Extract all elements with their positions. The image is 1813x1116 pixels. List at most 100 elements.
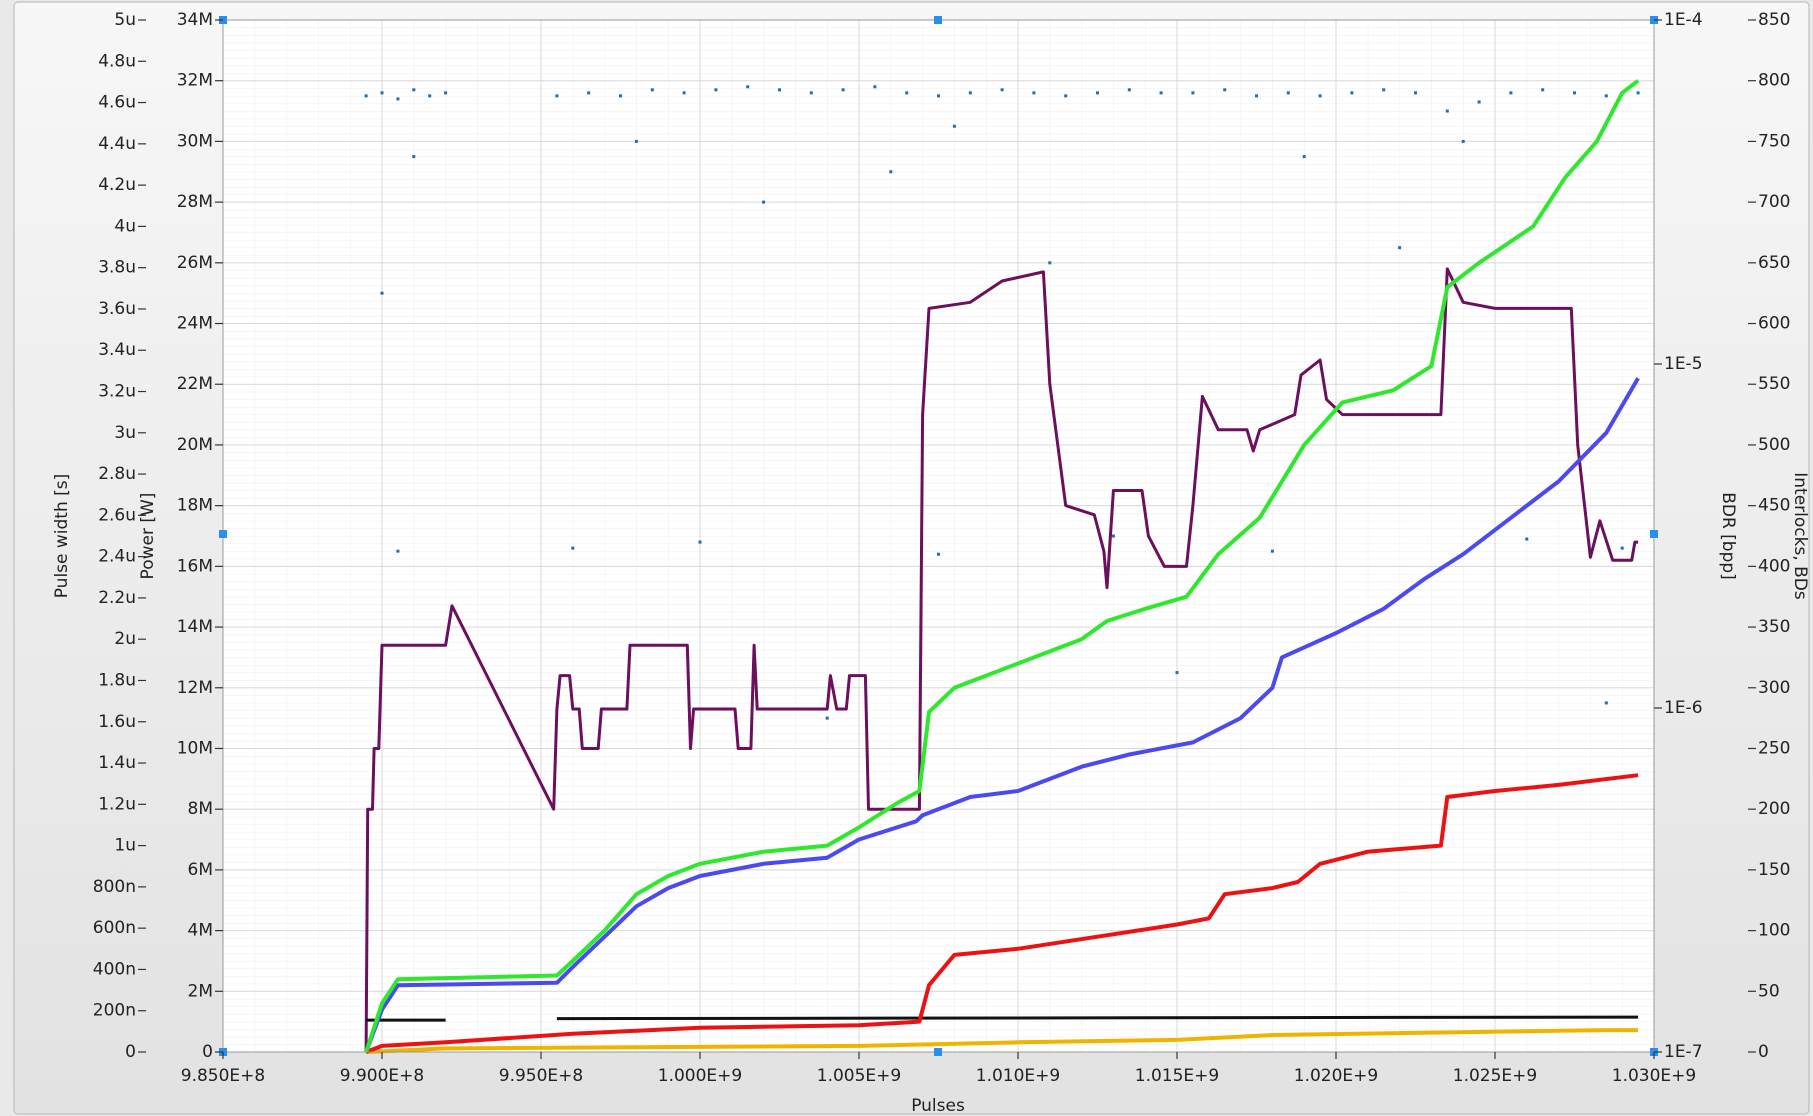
scatter-point (1302, 155, 1306, 159)
x-tick-label: 9.950E+8 (499, 1066, 583, 1086)
y-tick-label: 2M (188, 981, 213, 1001)
scatter-point (841, 88, 845, 92)
scatter-point (1032, 91, 1036, 95)
y2-tick-label: 650 (1758, 253, 1790, 273)
scatter-point (1111, 534, 1115, 538)
x-tick-label: 1.015E+9 (1135, 1066, 1219, 1086)
scatter-point (1604, 701, 1608, 705)
scatter-point (380, 291, 384, 295)
y-tick-label: 8M (188, 799, 213, 819)
y2-tick-label: 300 (1758, 678, 1790, 698)
y2-axis-title: Interlocks, BDs (1790, 472, 1810, 600)
scatter-point (937, 552, 940, 556)
x-tick-label: 1.025E+9 (1453, 1066, 1537, 1086)
scatter-point (555, 94, 559, 98)
y-tick-label: 32M (177, 71, 213, 91)
y2-tick-label: 250 (1758, 738, 1790, 758)
scatter-point (396, 549, 400, 553)
scatter-point (1286, 91, 1290, 95)
y2-tick-label: 100 (1758, 921, 1790, 941)
x-tick-label: 1.030E+9 (1612, 1066, 1696, 1086)
y3-tick-label: 600n (93, 918, 136, 938)
minor-grid (223, 20, 1654, 1052)
y3-tick-label: 1.4u (98, 753, 136, 773)
scatter-point (1636, 91, 1640, 95)
series-line (364, 377, 1640, 1053)
x-tick-label: 9.850E+8 (181, 1066, 265, 1086)
x-tick-label: 9.900E+8 (340, 1066, 424, 1086)
scatter-point (1573, 91, 1576, 95)
y3-tick-label: 800n (93, 877, 136, 897)
scatter-point (396, 97, 400, 101)
scatter-point (1255, 94, 1258, 98)
scatter-point (1620, 546, 1624, 550)
y3-tick-label: 2.6u (98, 505, 136, 525)
y3-axis-title: Pulse width [s] (52, 474, 72, 599)
scatter-point (412, 88, 416, 92)
scatter-point (1127, 88, 1131, 92)
y2-tick-label: 200 (1758, 799, 1790, 819)
y3-tick-label: 5u (114, 10, 136, 30)
scatter-point (1477, 100, 1481, 104)
scatter-point (682, 91, 686, 95)
scatter-point (1064, 94, 1068, 98)
y-tick-label: 18M (177, 496, 213, 516)
scatter-point (1318, 94, 1322, 98)
grid (222, 19, 1655, 1053)
y3-tick-label: 3.8u (98, 258, 136, 278)
y3-tick-label: 0 (125, 1042, 136, 1062)
scatter-point (1398, 246, 1402, 250)
scatter-point (364, 94, 368, 98)
y2-tick-label: 500 (1758, 435, 1790, 455)
scatter-point (1159, 91, 1163, 95)
y2-tick-label: 600 (1758, 314, 1790, 334)
scatter-point (380, 91, 384, 95)
scatter-point (1509, 91, 1513, 95)
scatter-point (1223, 88, 1227, 92)
scatter-point (1191, 91, 1195, 95)
y3-tick-label: 3.2u (98, 382, 136, 402)
scatter-point (1175, 671, 1179, 675)
y-tick-label: 12M (177, 678, 213, 698)
scatter-point (587, 91, 591, 95)
series-line (364, 267, 1639, 1053)
y2-tick-label: 450 (1758, 496, 1790, 516)
scatter-point (634, 139, 638, 143)
y3-tick-label: 2u (114, 629, 136, 649)
y2-tick-label: 750 (1758, 131, 1790, 151)
marks (364, 79, 1640, 1054)
y3-tick-label: 1.2u (98, 794, 136, 814)
y3-tick-label: 4u (114, 216, 136, 236)
y4-tick-label: 1E-4 (1664, 10, 1703, 30)
scatter-point (1270, 549, 1274, 553)
x-tick-label: 1.005E+9 (817, 1066, 901, 1086)
y2-tick-label: 350 (1758, 617, 1790, 637)
y3-tick-label: 3u (114, 423, 136, 443)
y-tick-label: 24M (177, 314, 213, 334)
y2-tick-label: 50 (1758, 981, 1780, 1001)
scatter-point (1096, 91, 1099, 95)
scatter-point (1604, 94, 1608, 98)
y3-tick-label: 4.4u (98, 134, 136, 154)
y2-tick-label: 150 (1758, 860, 1790, 880)
x-axis-title: Pulses (911, 1096, 965, 1116)
y4-axis-title: BDR [bpp] (1718, 492, 1738, 580)
scatter-point (571, 546, 575, 550)
scatter-point (1461, 139, 1465, 143)
y3-tick-label: 2.8u (98, 464, 136, 484)
scatter-point (905, 91, 909, 95)
scatter-point (650, 88, 654, 92)
scatter-point (412, 155, 416, 159)
scatter-point (714, 88, 718, 92)
y-tick-label: 22M (177, 374, 213, 394)
scatter-point (1414, 91, 1417, 95)
y4-tick-label: 1E-5 (1664, 354, 1703, 374)
scatter-point (428, 94, 432, 98)
y-tick-label: 0 (202, 1042, 213, 1062)
scatter-point (698, 540, 702, 544)
scatter-point (825, 716, 829, 720)
y-tick-label: 34M (177, 10, 213, 30)
y-tick-label: 26M (177, 253, 213, 273)
y3-tick-label: 2.4u (98, 547, 136, 567)
